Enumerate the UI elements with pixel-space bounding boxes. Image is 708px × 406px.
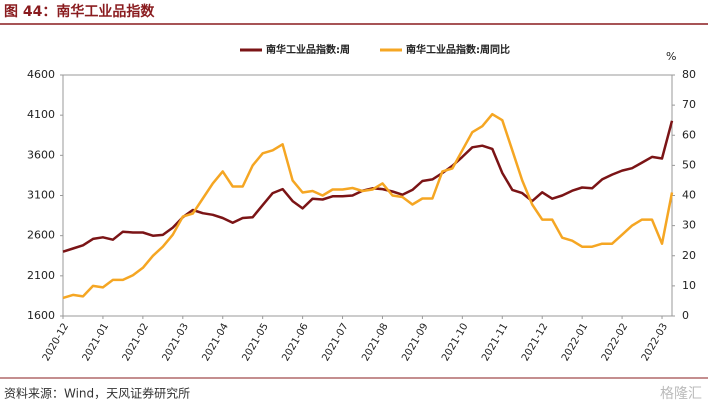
y-tick-label: 2600 [27,229,55,242]
y2-tick-label: 40 [682,189,696,202]
x-tick-label: 2021-05 [240,322,270,364]
x-tick-label: 2021-08 [360,322,390,364]
y-tick-label: 1600 [27,309,55,322]
x-tick-label: 2022-01 [560,322,590,364]
y2-tick-label: 70 [682,98,696,111]
y-tick-label: 4100 [27,108,55,121]
x-tick-label: 2021-06 [280,322,310,364]
y2-tick-label: 20 [682,249,696,262]
watermark: 格隆汇 [660,386,702,402]
legend-label: 南华工业品指数:周同比 [406,43,510,56]
x-tick-label: 2021-02 [121,322,151,364]
x-tick-label: 2021-09 [400,322,430,364]
x-tick-label: 2022-02 [600,322,630,364]
series-line [62,120,674,253]
x-tick-label: 2021-01 [81,322,111,364]
y2-tick-label: 10 [682,279,696,292]
series-line [62,112,674,300]
x-tick-label: 2022-03 [640,322,670,364]
y-tick-label: 3100 [27,189,55,202]
x-tick-label: 2021-03 [161,322,191,364]
y-tick-label: 2100 [27,269,55,282]
x-tick-label: 2021-04 [201,322,231,364]
y-tick-label: 4600 [27,68,55,81]
y2-tick-label: 80 [682,68,696,81]
y2-tick-label: 50 [682,158,696,171]
legend-label: 南华工业品指数:周 [266,43,350,56]
plot-frame [62,74,673,317]
source: 资料来源：Wind，天风证券研究所 [4,386,190,401]
y2-tick-label: 0 [682,309,689,322]
y-tick-label: 3600 [27,148,55,161]
y2-tick-label: 30 [682,219,696,232]
y2-axis-label: % [666,50,676,63]
chart: 1600 2100 2600 3100 3600 4100 4600 0 10 20 30 40 50 6… [27,43,696,363]
x-tick-label: 2021-10 [440,322,470,364]
page-title: 图 44：南华工业品指数 [4,3,155,20]
x-tick-label: 2021-12 [520,322,550,364]
y2-tick-label: 60 [682,128,696,141]
x-tick-label: 2020-12 [41,322,71,364]
x-tick-label: 2021-07 [320,322,350,364]
x-tick-label: 2021-11 [480,322,510,364]
